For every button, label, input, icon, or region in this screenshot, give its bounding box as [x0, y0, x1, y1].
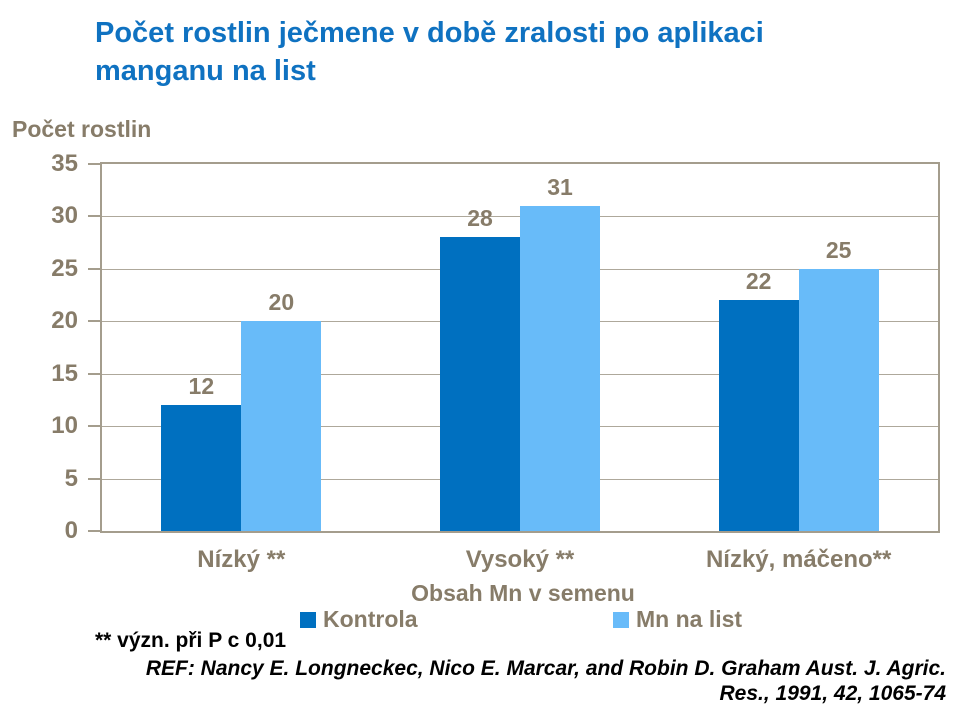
y-tick-mark-0	[88, 530, 100, 532]
x-axis-title: Obsah Mn v semenu	[411, 580, 635, 606]
reference-line2: Res., 1991, 42, 1065-74	[719, 682, 946, 705]
reference-line1: REF: Nancy E. Longneckec, Nico E. Marcar…	[145, 657, 946, 680]
legend-label-kontrola: Kontrola	[323, 606, 418, 632]
significance-footnote: ** význ. při P c 0,01	[95, 629, 287, 652]
bar-value-label-cat1-s1: 31	[547, 173, 573, 200]
y-tick-mark-20	[88, 320, 100, 323]
y-tick-mark-5	[88, 477, 100, 480]
x-tick-label-0: Nízký **	[197, 546, 286, 573]
y-tick-label-35: 35	[51, 150, 78, 177]
legend-label-mn-na-list: Mn na list	[636, 606, 743, 632]
bar-value-label-cat0-s1: 20	[268, 289, 295, 316]
y-tick-mark-15	[88, 372, 100, 375]
y-tick-label-15: 15	[51, 359, 78, 387]
y-tick-label-10: 10	[51, 412, 78, 440]
bar-value-label-cat2-s1: 25	[825, 236, 852, 263]
y-tick-label-30: 30	[51, 202, 78, 230]
bar-value-label-cat2-s0: 22	[745, 268, 772, 295]
bar-mn-na-list-cat1	[520, 205, 600, 531]
bar-kontrola-cat0	[161, 405, 242, 531]
bar-value-label-cat1-s0: 28	[467, 205, 493, 232]
bar-mn-na-list-cat2	[798, 268, 879, 531]
bar-mn-na-list-cat0	[241, 321, 322, 531]
y-axis-title: Počet rostlin	[12, 116, 152, 142]
y-tick-mark-35	[88, 163, 100, 165]
y-tick-mark-10	[88, 425, 100, 428]
y-tick-mark-30	[88, 215, 100, 218]
y-tick-label-5: 5	[64, 464, 78, 492]
x-tick-label-1: Vysoký **	[465, 546, 575, 573]
chart-title: Počet rostlin ječmene v době zralosti po…	[95, 14, 925, 90]
bar-kontrola-cat2	[718, 300, 799, 531]
reference-citation: REF: Nancy E. Longneckec, Nico E. Marcar…	[146, 656, 946, 706]
y-tick-label-25: 25	[51, 254, 78, 282]
legend-item-kontrola: Kontrola	[300, 606, 418, 633]
plot-area: 12 20 28 31 22 25	[100, 162, 940, 533]
chart-title-line2: manganu na list	[95, 55, 316, 87]
legend-item-mn-na-list: Mn na list	[613, 606, 742, 633]
legend-swatch-kontrola	[300, 611, 316, 628]
y-tick-label-20: 20	[51, 307, 78, 335]
y-tick-mark-25	[88, 267, 100, 270]
bar-value-label-cat0-s0: 12	[188, 373, 215, 400]
x-tick-label-2: Nízký, máčeno**	[705, 546, 892, 573]
y-tick-label-0: 0	[64, 517, 78, 544]
legend-swatch-mn-na-list	[613, 611, 629, 628]
chart-title-line1: Počet rostlin ječmene v době zralosti po…	[95, 17, 764, 49]
bar-kontrola-cat1	[440, 237, 520, 531]
